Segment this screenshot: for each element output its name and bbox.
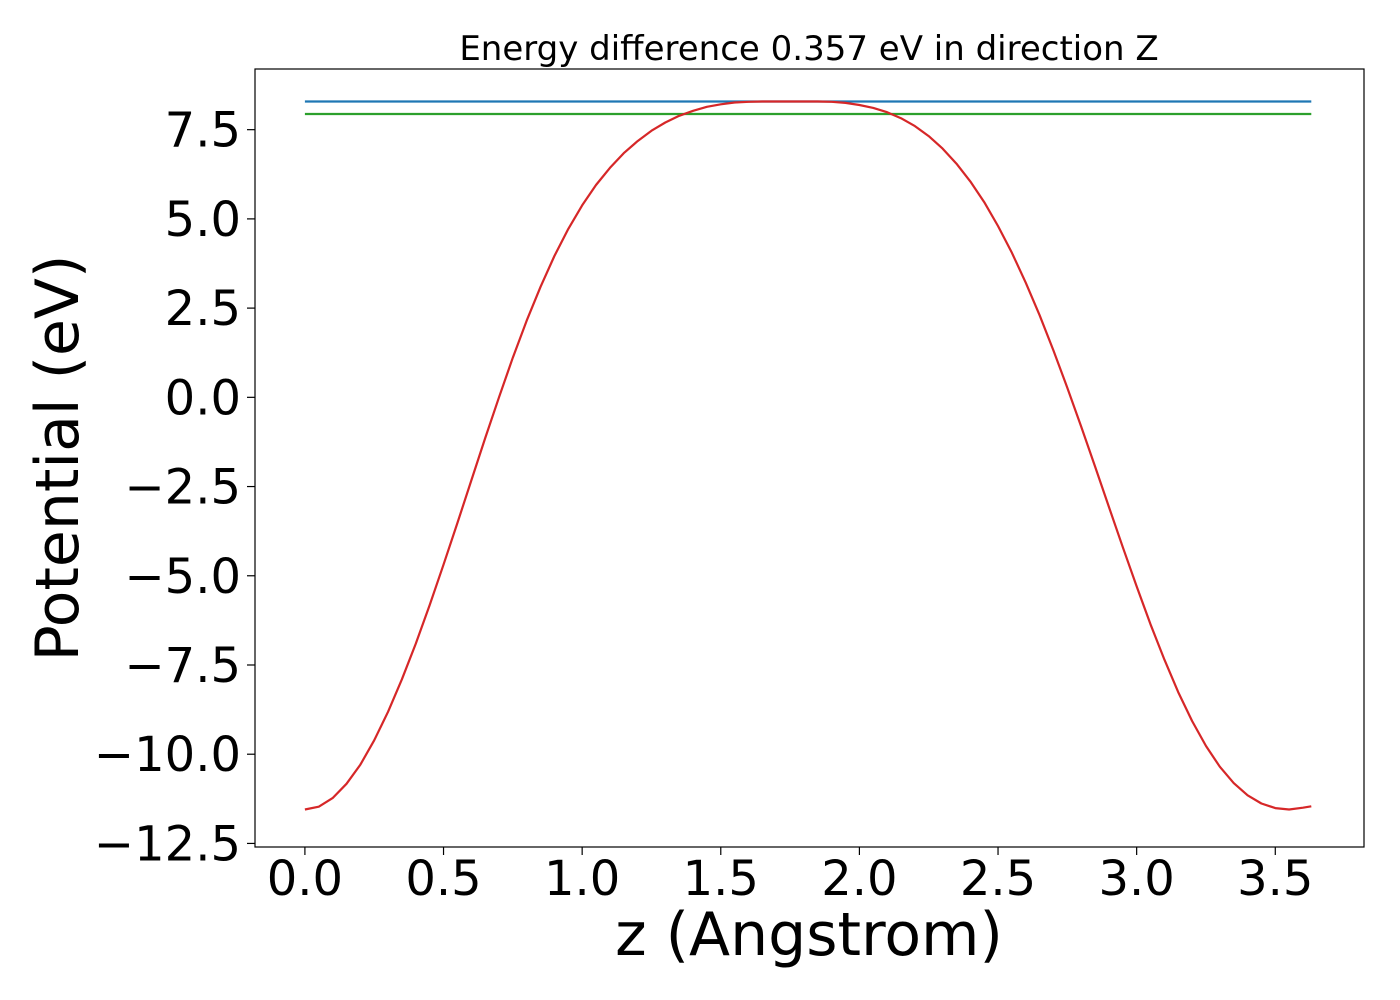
y-tick-label: 7.5 — [165, 103, 241, 159]
potential-curve — [304, 100, 1312, 811]
plot-area-frame — [254, 68, 1365, 848]
x-tick-label: 1.0 — [544, 851, 620, 907]
x-tick-label: 2.5 — [960, 851, 1036, 907]
x-axis: 0.0 0.5 1.0 1.5 2.0 2.5 3.0 3.5 — [267, 847, 1313, 907]
y-tick-label: −12.5 — [94, 816, 241, 872]
y-tick-label: 0.0 — [165, 370, 241, 426]
y-tick-label: −2.5 — [124, 460, 241, 516]
y-axis-label: Potential (eV) — [23, 255, 93, 662]
y-axis: 7.5 5.0 2.5 0.0 −2.5 −5.0 −7.5 −10.0 −12.5 — [94, 103, 255, 872]
x-tick-label: 3.0 — [1098, 851, 1174, 907]
x-tick-label: 0.5 — [405, 851, 481, 907]
x-tick-label: 2.0 — [821, 851, 897, 907]
y-tick-label: 2.5 — [165, 281, 241, 337]
x-tick-label: 3.5 — [1237, 851, 1313, 907]
x-axis-label: z (Angstrom) — [615, 900, 1003, 970]
y-tick-label: −5.0 — [124, 549, 241, 605]
x-tick-label: 1.5 — [683, 851, 759, 907]
chart-title: Energy difference 0.357 eV in direction … — [459, 29, 1158, 69]
x-tick-label: 0.0 — [267, 851, 343, 907]
y-tick-label: −10.0 — [94, 727, 241, 783]
y-tick-label: 5.0 — [165, 192, 241, 248]
y-tick-label: −7.5 — [124, 638, 241, 694]
series-layer — [304, 100, 1312, 811]
